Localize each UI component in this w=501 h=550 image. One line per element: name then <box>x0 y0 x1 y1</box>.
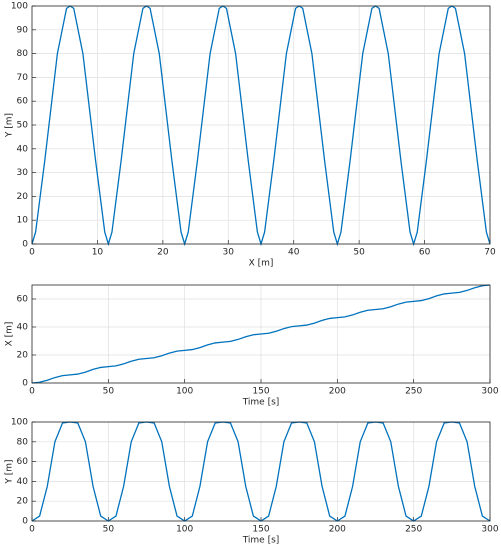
x-tick-label: 100 <box>176 525 193 535</box>
y-tick-label: 20 <box>17 192 29 202</box>
axes-box <box>31 5 491 245</box>
x-tick-label: 200 <box>329 525 346 535</box>
x-tick-label: 50 <box>103 525 115 535</box>
x-tick-label: 20 <box>157 248 169 258</box>
y-tick-label: 30 <box>17 168 29 178</box>
y-tick-label: 10 <box>17 216 29 226</box>
y-tick-label: 50 <box>17 121 29 131</box>
y-tick-label: 0 <box>22 379 28 389</box>
y-tick-label: 100 <box>11 2 28 12</box>
x-tick-label: 200 <box>329 387 346 397</box>
y-tick-label: 0 <box>22 240 28 250</box>
x-tick-label: 150 <box>252 525 269 535</box>
x-axis-label: X [m] <box>249 259 274 269</box>
x-tick-label: 0 <box>29 525 35 535</box>
y-tick-label: 40 <box>17 144 29 154</box>
x-axis-label: Time [s] <box>242 398 280 408</box>
y-tick-label: 60 <box>17 457 29 467</box>
y-tick-label: 20 <box>17 497 29 507</box>
x-tick-label: 0 <box>29 248 35 258</box>
x-tick-label: 300 <box>481 525 498 535</box>
x-tick-label: 250 <box>405 525 422 535</box>
data-line <box>31 284 491 384</box>
x-tick-label: 150 <box>252 387 269 397</box>
x-axis-label: Time [s] <box>242 536 280 546</box>
x-tick-label: 100 <box>176 387 193 397</box>
x-tick-label: 30 <box>223 248 235 258</box>
y-tick-label: 40 <box>17 477 29 487</box>
x-tick-label: 60 <box>419 248 431 258</box>
y-tick-label: 60 <box>17 295 29 305</box>
y-axis-label: X [m] <box>5 322 15 347</box>
x-tick-label: 50 <box>353 248 365 258</box>
x-tick-label: 250 <box>405 387 422 397</box>
y-tick-label: 80 <box>17 437 29 447</box>
y-tick-label: 20 <box>17 351 29 361</box>
x-tick-label: 10 <box>92 248 104 258</box>
x-tick-label: 50 <box>103 387 115 397</box>
x-tick-label: 40 <box>288 248 300 258</box>
y-tick-label: 0 <box>22 517 28 527</box>
axes-box <box>31 284 491 384</box>
y-tick-label: 70 <box>17 73 29 83</box>
y-axis-label: Y [m] <box>5 459 15 484</box>
x-tick-label: 70 <box>484 248 496 258</box>
x-tick-label: 300 <box>481 387 498 397</box>
y-tick-label: 80 <box>17 49 29 59</box>
y-tick-label: 90 <box>17 25 29 35</box>
y-tick-label: 100 <box>11 418 28 428</box>
y-axis-label: Y [m] <box>5 113 15 138</box>
x-tick-label: 0 <box>29 387 35 397</box>
axes-box <box>31 421 491 522</box>
y-tick-label: 60 <box>17 97 29 107</box>
y-tick-label: 40 <box>17 323 29 333</box>
